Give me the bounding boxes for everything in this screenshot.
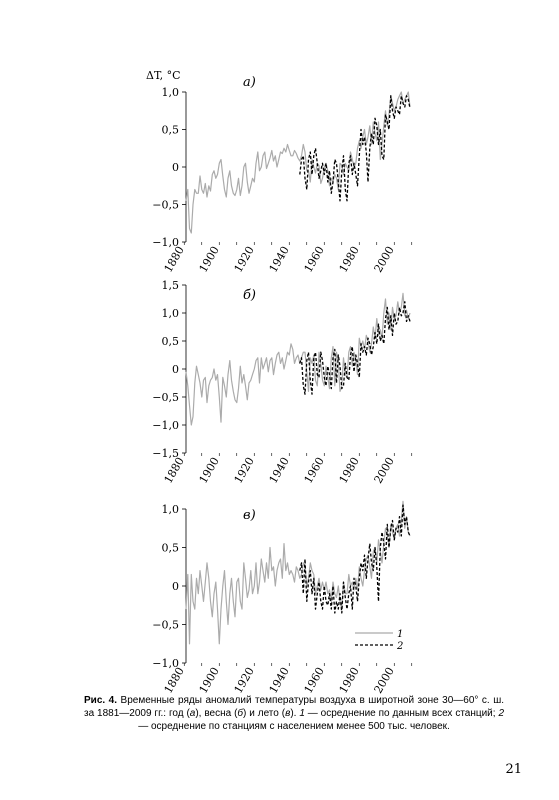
legend-label-2: 2: [396, 641, 403, 652]
caption-text-3: ) и лето (: [243, 708, 286, 719]
series-1-line-b: [185, 292, 411, 426]
x-tick-label-a: 1980: [337, 244, 362, 275]
y-tick-label-a: −0,5: [152, 199, 179, 212]
figure-caption: Рис. 4. Временные ряды аномалий температ…: [84, 694, 504, 733]
series-2-line-b: [299, 301, 411, 395]
x-tick-label-b: 1960: [302, 455, 327, 486]
x-tick-label-b: 2000: [372, 455, 397, 486]
y-tick-label-c: 1,0: [162, 503, 180, 516]
y-tick-label-c: −1,0: [152, 657, 179, 670]
x-tick-label-a: 1900: [197, 244, 222, 275]
y-tick-label-c: 0: [172, 580, 179, 593]
panel-label-b: б): [243, 288, 256, 303]
caption-num-1: 1: [299, 708, 305, 719]
caption-text-2: ), весна (: [195, 708, 238, 719]
y-tick-label-b: 0: [172, 363, 179, 376]
x-tick-label-c: 2000: [372, 665, 397, 696]
legend-label-1: 1: [397, 629, 403, 640]
x-tick-label-c: 1960: [302, 665, 327, 696]
y-tick-label-a: −1,0: [152, 236, 179, 249]
x-tick-label-a: 1940: [267, 244, 292, 275]
x-tick-label-c: 1900: [197, 665, 222, 696]
y-tick-label-a: 0: [172, 161, 179, 174]
y-tick-label-b: −0,5: [152, 391, 179, 404]
x-tick-label-c: 1980: [337, 665, 362, 696]
x-tick-label-b: 1920: [232, 455, 257, 486]
caption-text-6: — осреднение по станциям с населением ме…: [138, 721, 450, 732]
y-tick-label-a: 0,5: [162, 124, 180, 137]
caption-a: а: [189, 708, 196, 719]
series-1-line-c: [185, 500, 411, 645]
x-tick-label-b: 1980: [337, 455, 362, 486]
caption-text-1: Временные ряды аномалий температуры возд…: [84, 695, 504, 719]
x-tick-label-a: 1960: [302, 244, 327, 275]
caption-b: б: [237, 708, 244, 719]
panel-label-a: а): [243, 75, 256, 90]
y-tick-label-b: 1,5: [162, 279, 180, 292]
x-tick-label-c: 1920: [232, 665, 257, 696]
legend: 1 2: [355, 629, 403, 652]
x-tick-label-c: 1940: [267, 665, 292, 696]
caption-text-4: ).: [290, 708, 300, 719]
y-tick-label-b: 0,5: [162, 335, 180, 348]
y-axis-label: ΔT, °C: [146, 69, 181, 82]
x-tick-label-a: 1920: [232, 244, 257, 275]
y-tick-label-c: −0,5: [152, 619, 179, 632]
caption-num-2: 2: [498, 708, 505, 719]
y-tick-label-c: 0,5: [162, 542, 180, 555]
series-2-line-a: [299, 95, 411, 202]
caption-c: в: [285, 708, 291, 719]
x-tick-label-a: 2000: [372, 244, 397, 275]
series-1-line-a: [185, 91, 411, 234]
caption-label: Рис. 4.: [84, 695, 118, 706]
y-tick-label-b: 1,0: [162, 307, 180, 320]
caption-text-5: — осреднение по данным всех станций;: [304, 708, 499, 719]
x-tick-label-b: 1940: [267, 455, 292, 486]
y-tick-label-b: −1,0: [152, 419, 179, 432]
page-number: 21: [505, 762, 522, 777]
y-tick-label-b: −1,5: [152, 447, 179, 460]
series-2-line-c: [299, 504, 411, 614]
x-tick-label-b: 1900: [197, 455, 222, 486]
panel-label-c: в): [243, 508, 256, 523]
y-tick-label-a: 1,0: [162, 86, 180, 99]
